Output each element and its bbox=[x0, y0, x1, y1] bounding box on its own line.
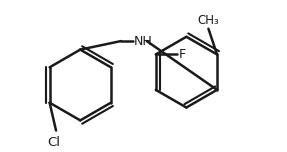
Text: NH: NH bbox=[134, 35, 153, 48]
Text: CH₃: CH₃ bbox=[197, 14, 219, 27]
Text: F: F bbox=[178, 48, 185, 61]
Text: Cl: Cl bbox=[47, 136, 60, 149]
